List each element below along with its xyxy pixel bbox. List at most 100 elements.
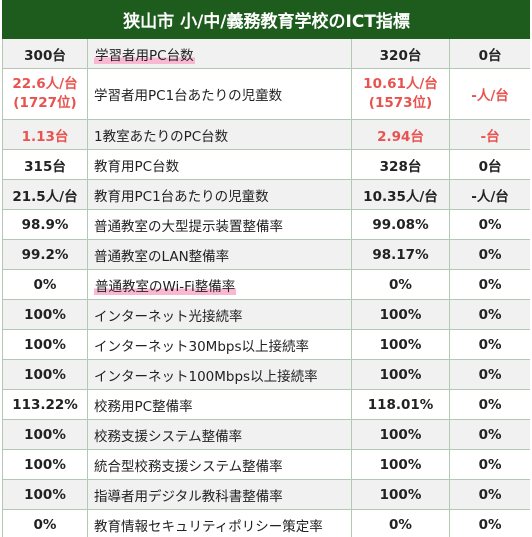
value-right-cell-text: -人/台 (471, 188, 509, 205)
value-right-cell: 0% (448, 269, 530, 300)
value-right-cell: 0% (448, 359, 530, 390)
table-row: 113.22% 校務用PC整備率 118.01% 0% (2, 389, 530, 420)
value-right-cell: 0% (448, 209, 530, 240)
value-left-cell-text: 98.9% (21, 216, 69, 233)
value-right-cell: 0% (448, 509, 530, 537)
value-left-cell: 300台 (2, 38, 88, 69)
value-right-cell: 0% (448, 419, 530, 450)
table-row: 100% 統合型校務支援システム整備率 100% 0% (2, 449, 530, 480)
table-row: 100% 校務支援システム整備率 100% 0% (2, 419, 530, 450)
table-row: 300台 学習者用PC台数 320台 0台 (2, 38, 530, 69)
value-left-cell-rank: (1727位) (13, 95, 77, 111)
indicator-label: 普通教室のLAN整備率 (94, 248, 230, 265)
value-left-cell-text: 100% (24, 456, 66, 473)
table-row: 22.6人/台 (1727位) 学習者用PC1台あたりの児童数 10.61人/台 (15… (2, 68, 530, 120)
indicator-label-cell: 学習者用PC1台あたりの児童数 (87, 68, 352, 120)
value-right-cell: 0% (448, 299, 530, 330)
value-right-cell: -人/台 (448, 68, 530, 120)
value-middle-cell-text: 328台 (379, 158, 422, 175)
indicator-label-cell: インターネット30Mbps以上接続率 (87, 329, 352, 360)
value-middle-cell-text: 100% (379, 456, 422, 473)
value-middle-cell: 98.17% (351, 239, 450, 270)
value-right-cell: 0% (448, 239, 530, 270)
value-right-cell: 0% (448, 479, 530, 510)
value-middle-cell: 2.94台 (351, 119, 450, 150)
value-left-cell-text: 100% (24, 486, 66, 503)
indicator-label: 教育用PC1台あたりの児童数 (94, 188, 269, 205)
value-middle-cell-text: 100% (379, 366, 422, 383)
value-left-cell-text: 300台 (24, 47, 66, 64)
value-left-cell: 98.9% (2, 209, 88, 240)
value-middle-cell-text: 100% (379, 306, 422, 323)
indicator-label: 統合型校務支援システム整備率 (94, 458, 283, 475)
value-right-cell-text: 0% (478, 396, 502, 413)
indicator-label: 教育用PC台数 (94, 158, 180, 175)
table-row: 98.9% 普通教室の大型提示装置整備率 99.08% 0% (2, 209, 530, 240)
value-right-cell-text: -人/台 (471, 88, 509, 104)
indicator-label-cell: 教育用PC1台あたりの児童数 (87, 179, 352, 210)
value-middle-cell-text: 10.35人/台 (363, 188, 438, 205)
indicator-label: 学習者用PC台数 (94, 47, 195, 64)
value-right-cell-text: 0台 (478, 158, 502, 175)
value-left-cell-text: 113.22% (12, 396, 78, 413)
table-row: 100% インターネット30Mbps以上接続率 100% 0% (2, 329, 530, 360)
value-middle-cell: 100% (351, 299, 450, 330)
value-left-cell-text: 1.13台 (21, 128, 69, 145)
value-right-cell-text: 0% (478, 276, 502, 293)
value-left-cell-text: 21.5人/台 (12, 188, 78, 205)
table-row: 100% 指導者用デジタル教科書整備率 100% 0% (2, 479, 530, 510)
value-middle-cell-text: 100% (379, 486, 422, 503)
indicator-label-cell: 普通教室のLAN整備率 (87, 239, 352, 270)
value-middle-cell: 100% (351, 329, 450, 360)
value-middle-cell: 0% (351, 269, 450, 300)
indicator-label: インターネット30Mbps以上接続率 (94, 338, 309, 355)
value-left-cell: 315台 (2, 149, 88, 180)
value-middle-cell: 100% (351, 359, 450, 390)
indicator-label-cell: 1教室あたりのPC台数 (87, 119, 352, 150)
value-left-cell: 21.5人/台 (2, 179, 88, 210)
value-right-cell-text: 0% (478, 336, 502, 353)
value-middle-cell-text: 320台 (379, 47, 422, 64)
table-row: 315台 教育用PC台数 328台 0台 (2, 149, 530, 180)
value-right-cell: -人/台 (448, 179, 530, 210)
indicator-label: 指導者用デジタル教科書整備率 (94, 488, 283, 505)
indicator-label: インターネット100Mbps以上接続率 (94, 368, 318, 385)
value-left-cell: 100% (2, 449, 88, 480)
indicator-label: 1教室あたりのPC台数 (94, 128, 229, 145)
value-left-cell-text: 22.6人/台 (12, 76, 78, 92)
value-middle-cell: 118.01% (351, 389, 450, 420)
indicator-label: 普通教室の大型提示装置整備率 (94, 218, 283, 235)
value-middle-cell: 100% (351, 449, 450, 480)
value-left-cell: 99.2% (2, 239, 88, 270)
value-left-cell: 100% (2, 479, 88, 510)
value-middle-cell-text: 0% (389, 276, 412, 293)
table-title: 狭山市 小/中/義務教育学校のICT指標 (2, 0, 530, 39)
value-middle-cell: 10.35人/台 (351, 179, 450, 210)
value-middle-cell: 320台 (351, 38, 450, 69)
value-right-cell-text: 0% (478, 216, 502, 233)
value-right-cell-text: 0% (478, 456, 502, 473)
value-right-cell-text: 0% (478, 366, 502, 383)
indicator-label-cell: 校務支援システム整備率 (87, 419, 352, 450)
indicator-label-cell: 普通教室の大型提示装置整備率 (87, 209, 352, 240)
table-row: 99.2% 普通教室のLAN整備率 98.17% 0% (2, 239, 530, 270)
value-left-cell: 100% (2, 359, 88, 390)
indicator-label-cell: 学習者用PC台数 (87, 38, 352, 69)
value-left-cell-text: 0% (33, 516, 57, 533)
value-middle-cell: 328台 (351, 149, 450, 180)
value-right-cell-text: 0% (478, 516, 502, 533)
table-row: 100% インターネット光接続率 100% 0% (2, 299, 530, 330)
value-middle-cell-text: 100% (379, 336, 422, 353)
value-middle-cell-text: 2.94台 (377, 128, 424, 145)
value-left-cell-text: 99.2% (21, 246, 69, 263)
indicator-label-cell: 教育情報セキュリティポリシー策定率 (87, 509, 352, 537)
value-left-cell: 22.6人/台 (1727位) (2, 68, 88, 120)
indicator-label-cell: 指導者用デジタル教科書整備率 (87, 479, 352, 510)
value-left-cell-text: 100% (24, 366, 66, 383)
table-row: 1.13台 1教室あたりのPC台数 2.94台 -台 (2, 119, 530, 150)
value-middle-cell-text: 10.61人/台 (363, 76, 438, 92)
value-right-cell: -台 (448, 119, 530, 150)
indicator-label: 校務支援システム整備率 (94, 428, 243, 445)
